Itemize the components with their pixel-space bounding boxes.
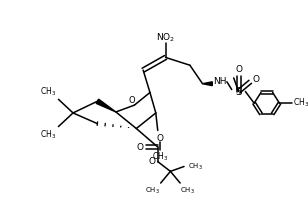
Text: S: S	[235, 86, 242, 97]
Text: CH$_3$: CH$_3$	[188, 161, 203, 171]
Text: O: O	[128, 96, 135, 105]
Text: NO$_2$: NO$_2$	[156, 32, 175, 44]
Text: O: O	[253, 75, 260, 84]
Text: CH$_3$: CH$_3$	[145, 186, 160, 196]
Text: O: O	[156, 134, 163, 143]
Text: O: O	[148, 157, 156, 166]
Text: CH$_3$: CH$_3$	[152, 151, 168, 163]
Text: CH$_3$: CH$_3$	[293, 97, 308, 109]
Text: NH: NH	[213, 77, 227, 86]
Polygon shape	[96, 99, 116, 112]
Text: O: O	[137, 143, 144, 152]
Text: CH$_3$: CH$_3$	[40, 85, 56, 98]
Text: O: O	[235, 65, 242, 74]
Text: CH$_3$: CH$_3$	[40, 128, 56, 141]
Polygon shape	[203, 82, 212, 86]
Text: CH$_3$: CH$_3$	[180, 186, 195, 196]
